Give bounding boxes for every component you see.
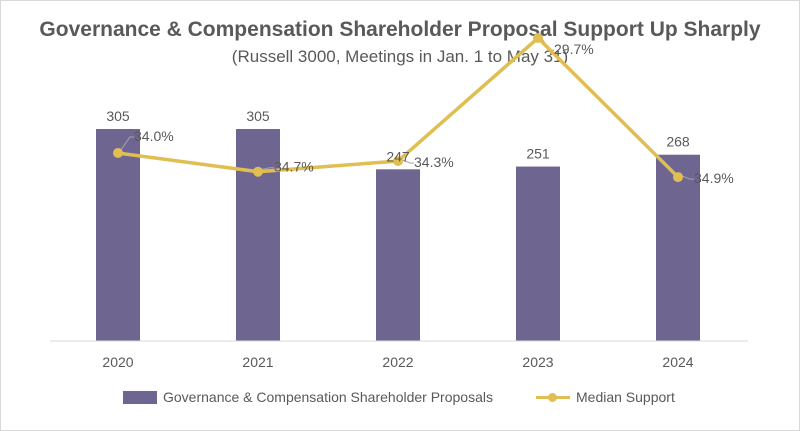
median-label-2021: 34.7% xyxy=(274,159,314,175)
bar-label-2020: 305 xyxy=(106,108,130,124)
leader-line-2022 xyxy=(399,158,414,164)
x-tick-2024: 2024 xyxy=(662,354,693,370)
bar-label-2024: 268 xyxy=(666,134,690,150)
bar-label-2021: 305 xyxy=(246,108,270,124)
leader-line-2020 xyxy=(119,136,134,152)
x-tick-2023: 2023 xyxy=(522,354,553,370)
chart-subtitle: (Russell 3000, Meetings in Jan. 1 to May… xyxy=(231,47,569,66)
bar-label-2023: 251 xyxy=(526,146,550,162)
bar-2021 xyxy=(236,129,280,341)
legend-item-proposals: Governance & Compensation Shareholder Pr… xyxy=(123,386,493,408)
median-point-2020 xyxy=(113,148,123,158)
bar-2024 xyxy=(656,154,700,341)
legend-item-median-support: Median Support xyxy=(536,386,675,408)
x-tick-2021: 2021 xyxy=(242,354,273,370)
median-point-2023 xyxy=(533,33,543,43)
chart-title: Governance & Compensation Shareholder Pr… xyxy=(39,18,761,41)
x-tick-2022: 2022 xyxy=(382,354,413,370)
x-tick-2020: 2020 xyxy=(102,354,133,370)
median-point-2024 xyxy=(673,172,683,183)
median-label-2022: 34.3% xyxy=(414,154,454,170)
legend-label-median-support: Median Support xyxy=(576,389,675,405)
median-label-2020: 34.0% xyxy=(134,128,174,144)
leader-line-2024 xyxy=(679,174,694,180)
bar-2022 xyxy=(376,169,420,341)
median-point-2021 xyxy=(253,166,263,177)
chart-legend: Governance & Compensation Shareholder Pr… xyxy=(0,386,800,408)
legend-label-proposals: Governance & Compensation Shareholder Pr… xyxy=(163,389,493,405)
legend-swatch-median-support xyxy=(536,391,570,404)
median-label-2023: 29.7% xyxy=(554,41,594,57)
legend-swatch-proposals xyxy=(123,390,157,404)
leader-line-2021 xyxy=(259,167,274,171)
bar-2020 xyxy=(96,129,140,341)
bar-2023 xyxy=(516,166,560,341)
median-label-2024: 34.9% xyxy=(694,170,734,186)
bar-label-2022: 247 xyxy=(386,148,410,164)
median-point-2022 xyxy=(393,156,403,167)
